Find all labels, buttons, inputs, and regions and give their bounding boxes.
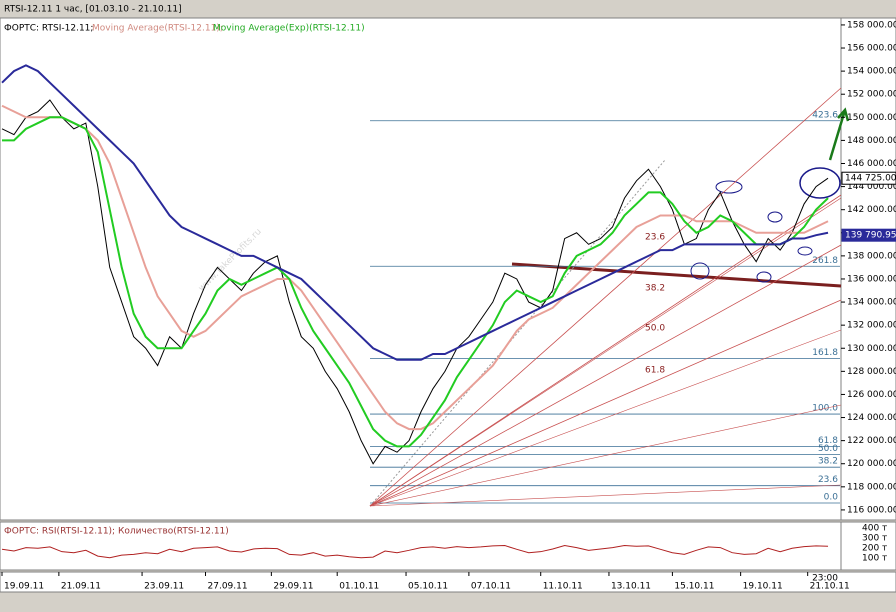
x-tick-label: 27.09.11 [208,582,248,592]
arrow-head [837,107,850,122]
window-title: RTSI-12.11 1 час, [01.03.10 - 21.10.11] [4,5,182,15]
highlight [767,211,783,223]
volume-tick-label: 200 т [862,544,887,554]
price-axis [840,17,896,521]
fan-label: 50.0 [645,324,665,334]
y-tick-label: 130 000.00 [847,344,896,354]
y-tick-label: 156 000.00 [847,44,896,54]
y-tick-label: 132 000.00 [847,321,896,331]
volume-tick-label: 100 т [862,554,887,564]
legend-item: Moving Average(RTSI-12.11); [92,24,223,34]
highlight [756,271,772,283]
x-tick-label: 19.10.11 [743,582,783,592]
x-tick-label: 13.10.11 [611,582,651,592]
y-tick-label: 148 000.00 [847,136,896,146]
y-tick-label: 116 000.00 [847,505,896,515]
time-label: 23:00 [812,574,838,584]
fan-label: 61.8 [645,366,665,376]
rsi-axis [840,521,896,571]
rsi-legend: ФОРТС: RSI(RTSI-12.11); Количество(RTSI-… [4,527,229,537]
fib-label: 23.6 [818,475,838,485]
x-tick-label: 01.10.11 [339,582,379,592]
fan-line [369,194,842,507]
price-line [1,104,829,431]
fib-label: 261.8 [812,256,838,266]
y-tick-label: 118 000.00 [847,482,896,492]
y-tick-label: 154 000.00 [847,67,896,77]
fib-label: 161.8 [812,348,838,358]
x-tick-label: 07.10.11 [471,582,511,592]
fib-label: 50.0 [818,444,838,454]
x-tick-label: 15.10.11 [674,582,714,592]
fan-label: 23.6 [645,233,665,243]
price-line [1,64,829,361]
volume-tick-label: 400 т [862,524,887,534]
trend-line [511,262,842,288]
fan-line [369,299,842,507]
highlight [799,167,841,199]
y-tick-label: 150 000.00 [847,113,896,123]
x-tick-label: 29.09.11 [273,582,313,592]
price-panel [0,17,842,521]
fib-label: 38.2 [818,457,838,467]
legend-item: Moving Average(Exp)(RTSI-12.11) [213,24,365,34]
fan-line [369,244,842,507]
fan-line [369,329,842,507]
price-marker [841,171,896,185]
x-tick-label: 11.10.11 [543,582,583,592]
forecast-arrow [828,109,847,161]
y-tick-label: 144 000.00 [847,182,896,192]
fan-line [369,484,842,507]
price-marker-label: 144 725.00 [845,174,896,184]
y-tick-label: 124 000.00 [847,413,896,423]
y-tick-label: 152 000.00 [847,90,896,100]
price-line [2,116,829,448]
y-tick-label: 134 000.00 [847,298,896,308]
y-tick-label: 126 000.00 [847,390,896,400]
x-tick-label: 21.10.11 [810,582,850,592]
fan-line [369,87,842,507]
y-tick-label: 142 000.00 [847,205,896,215]
highlight [690,262,710,280]
fib-label: 0.0 [824,492,839,502]
x-tick-label: 23.09.11 [144,582,184,592]
price-marker [841,228,896,242]
fan-label: 38.2 [645,284,665,294]
highlight [715,180,743,194]
fan-line [369,404,842,507]
fib-label: 423.6 [812,110,838,120]
x-tick-label: 19.09.11 [4,582,44,592]
x-tick-label: 21.09.11 [61,582,101,592]
y-tick-label: 158 000.00 [847,20,896,30]
drawings [369,107,850,507]
date-axis [0,571,896,593]
y-tick-label: 128 000.00 [847,367,896,377]
x-tick-label: 05.10.11 [408,582,448,592]
y-tick-label: 138 000.00 [847,251,896,261]
legend-item: ФОРТС: RTSI-12.11; [4,24,93,34]
price-line [1,99,829,465]
price-marker-label: 139 790.95 [845,231,896,241]
highlight [797,246,813,256]
rsi-line [1,545,829,559]
volume-tick-label: 300 т [862,534,887,544]
y-tick-label: 120 000.00 [847,459,896,469]
y-tick-label: 136 000.00 [847,274,896,284]
y-tick-label: 122 000.00 [847,436,896,446]
fib-label: 61.8 [818,436,838,446]
y-tick-label: 146 000.00 [847,159,896,169]
